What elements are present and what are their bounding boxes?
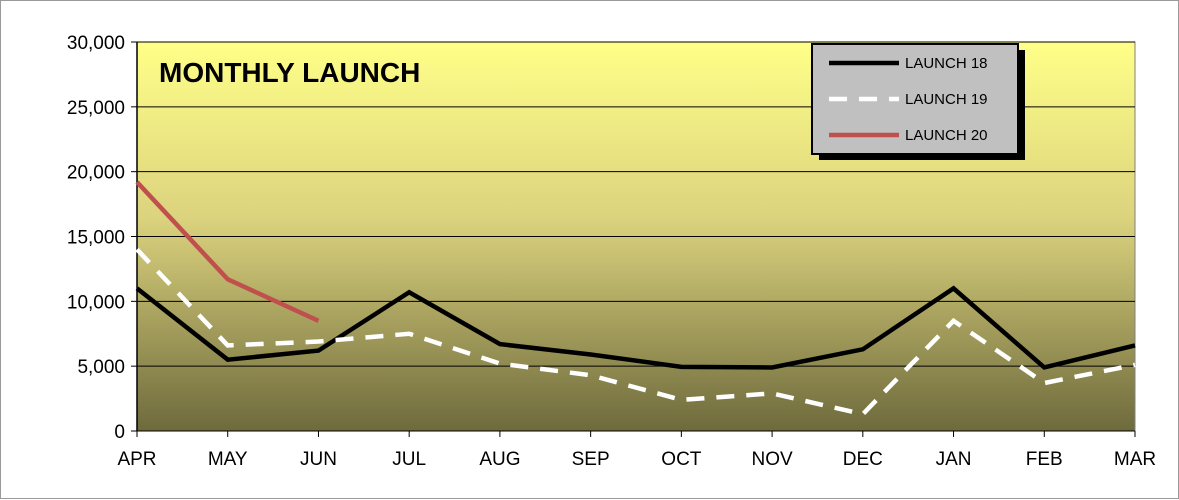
x-axis-ticks: APR MAY JUN JUL AUG SEP OCT NOV DEC JAN FEB MAR <box>117 431 1156 470</box>
y-tick-label: 5,000 <box>77 357 125 378</box>
y-tick-label: 30,000 <box>67 33 125 54</box>
x-tick-label: JAN <box>936 449 972 470</box>
legend-label: LAUNCH 19 <box>905 91 988 108</box>
series-lines <box>135 180 1136 417</box>
x-tick-label: MAY <box>208 449 248 470</box>
x-tick-label: APR <box>117 449 156 470</box>
x-tick-label: JUL <box>392 449 426 470</box>
x-tick-label: NOV <box>751 449 793 470</box>
legend-label: LAUNCH 20 <box>905 127 988 144</box>
x-tick-label: MAR <box>1114 449 1156 470</box>
chart-title: MONTHLY LAUNCH <box>159 57 420 88</box>
x-tick-label: AUG <box>479 449 520 470</box>
y-axis-ticks: 0 5,000 10,000 15,000 20,000 25,000 30,000 <box>67 33 138 443</box>
series-line-launch-18 <box>135 285 1136 370</box>
legend: LAUNCH 18 LAUNCH 19 LAUNCH 20 <box>811 43 1025 160</box>
x-tick-label: OCT <box>661 449 702 470</box>
y-tick-label: 20,000 <box>67 163 125 184</box>
x-tick-label: FEB <box>1026 449 1063 470</box>
y-tick-label: 10,000 <box>67 292 125 313</box>
y-tick-label: 0 <box>114 422 125 443</box>
y-tick-label: 15,000 <box>67 228 125 249</box>
series-line-launch-20 <box>135 180 320 323</box>
legend-label: LAUNCH 18 <box>905 55 988 72</box>
series-line-launch-19 <box>135 247 1136 417</box>
x-tick-label: SEP <box>572 449 610 470</box>
x-tick-label: DEC <box>843 449 883 470</box>
x-tick-label: JUN <box>300 449 337 470</box>
y-tick-label: 25,000 <box>67 98 125 119</box>
